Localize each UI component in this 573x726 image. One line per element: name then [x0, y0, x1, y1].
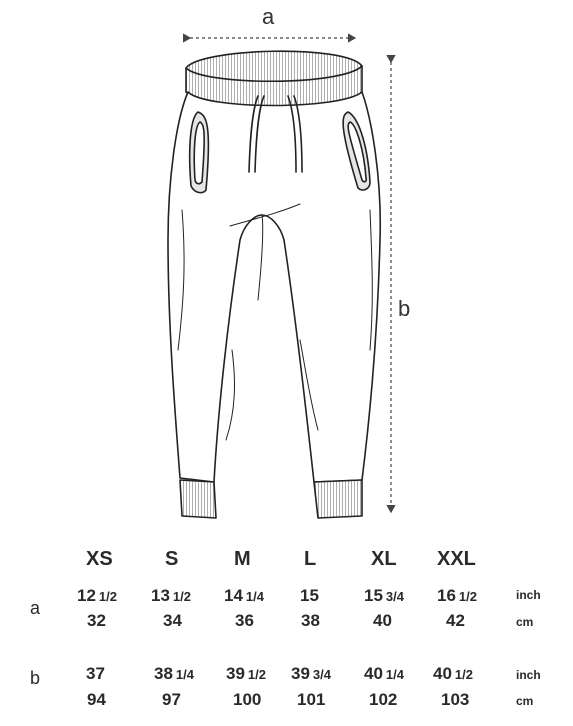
b-cm-xs: 94: [87, 690, 106, 709]
b-cm-l: 101: [297, 690, 326, 709]
row-label-a: a: [30, 598, 41, 618]
b-inch-xl: 40 1/4: [364, 664, 404, 683]
a-cm-l: 38: [301, 611, 320, 630]
a-cm-s: 34: [163, 611, 182, 630]
right-cuff: [313, 479, 363, 519]
a-cm-xl: 40: [373, 611, 392, 630]
drawstring-right: [287, 95, 297, 173]
b-cm-m: 100: [233, 690, 262, 709]
size-header-l: L: [304, 548, 317, 570]
a-inch-l: 15: [300, 586, 319, 605]
size-header-xl: XL: [371, 548, 397, 570]
dimension-label-a: a: [262, 4, 275, 29]
dimension-label-b: b: [398, 296, 411, 321]
a-inch-xl: 15 3/4: [364, 586, 404, 605]
b-cm-xxl: 103: [441, 690, 470, 709]
a-cm-xxl: 42: [446, 611, 465, 630]
b-inch-m: 39 1/2: [226, 664, 266, 683]
row-label-b: b: [30, 668, 41, 688]
b-cm-xl: 102: [369, 690, 398, 709]
b-unit-inch: inch: [516, 668, 541, 682]
a-inch-xxl: 16 1/2: [437, 586, 477, 605]
a-cm-m: 36: [235, 611, 254, 630]
a-unit-cm: cm: [516, 615, 534, 629]
a-cm-xs: 32: [87, 611, 106, 630]
size-header-m: M: [234, 548, 251, 570]
a-inch-xs: 12 1/2: [77, 586, 117, 605]
b-cm-s: 97: [162, 690, 181, 709]
pants-outline: [167, 91, 382, 483]
b-inch-s: 38 1/4: [154, 664, 194, 683]
drawstring-left: [248, 95, 259, 173]
a-inch-m: 14 1/4: [224, 586, 264, 605]
b-inch-xxl: 40 1/2: [433, 664, 473, 683]
b-unit-cm: cm: [516, 694, 534, 708]
jogger-pants-diagram: [167, 33, 396, 519]
left-cuff: [179, 479, 217, 519]
a-inch-s: 13 1/2: [151, 586, 191, 605]
b-inch-l: 39 3/4: [291, 664, 331, 683]
waistband: [185, 50, 363, 108]
size-header-s: S: [165, 548, 179, 570]
a-unit-inch: inch: [516, 588, 541, 602]
b-inch-xs: 37: [86, 664, 105, 683]
size-header-xxl: XXL: [437, 548, 476, 570]
size-header-xs: XS: [86, 548, 113, 570]
